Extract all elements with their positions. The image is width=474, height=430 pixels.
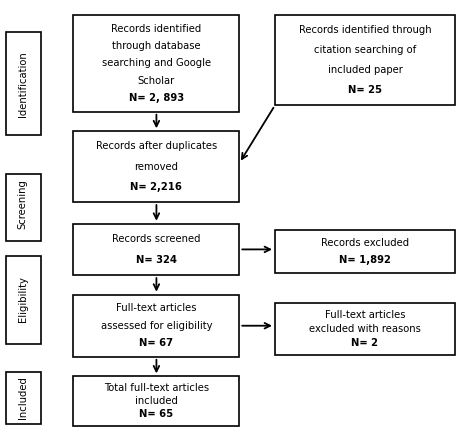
Text: Records excluded: Records excluded — [321, 238, 409, 249]
Text: citation searching of: citation searching of — [314, 45, 416, 55]
Text: Records after duplicates: Records after duplicates — [96, 141, 217, 151]
FancyBboxPatch shape — [6, 256, 41, 344]
FancyBboxPatch shape — [6, 372, 41, 424]
Text: Records identified through: Records identified through — [299, 25, 431, 35]
FancyBboxPatch shape — [73, 376, 239, 426]
Text: N= 324: N= 324 — [136, 255, 177, 265]
Text: included: included — [135, 396, 178, 406]
Text: Full-text articles: Full-text articles — [116, 304, 197, 313]
Text: Eligibility: Eligibility — [18, 276, 28, 322]
Text: Included: Included — [18, 376, 28, 419]
FancyBboxPatch shape — [6, 32, 41, 135]
FancyBboxPatch shape — [275, 230, 455, 273]
Text: searching and Google: searching and Google — [102, 58, 211, 68]
FancyBboxPatch shape — [275, 303, 455, 355]
Text: N= 67: N= 67 — [139, 338, 173, 348]
Text: N= 25: N= 25 — [348, 85, 382, 95]
FancyBboxPatch shape — [73, 15, 239, 112]
Text: N= 65: N= 65 — [139, 409, 173, 419]
FancyBboxPatch shape — [73, 295, 239, 357]
Text: N= 2, 893: N= 2, 893 — [129, 93, 184, 103]
Text: Screening: Screening — [18, 179, 28, 229]
Text: N= 2,216: N= 2,216 — [130, 182, 182, 192]
Text: N= 1,892: N= 1,892 — [339, 255, 391, 265]
Text: N= 2: N= 2 — [352, 338, 378, 348]
Text: assessed for eligibility: assessed for eligibility — [100, 321, 212, 331]
Text: Total full-text articles: Total full-text articles — [104, 383, 209, 393]
Text: through database: through database — [112, 41, 201, 51]
Text: Records screened: Records screened — [112, 234, 201, 244]
FancyBboxPatch shape — [73, 131, 239, 202]
Text: Identification: Identification — [18, 51, 28, 117]
Text: excluded with reasons: excluded with reasons — [309, 324, 421, 334]
Text: Full-text articles: Full-text articles — [325, 310, 405, 320]
Text: removed: removed — [135, 162, 178, 172]
Text: included paper: included paper — [328, 65, 402, 75]
FancyBboxPatch shape — [275, 15, 455, 105]
Text: Records identified: Records identified — [111, 24, 201, 34]
FancyBboxPatch shape — [6, 174, 41, 241]
Text: Scholar: Scholar — [138, 76, 175, 86]
FancyBboxPatch shape — [73, 224, 239, 275]
